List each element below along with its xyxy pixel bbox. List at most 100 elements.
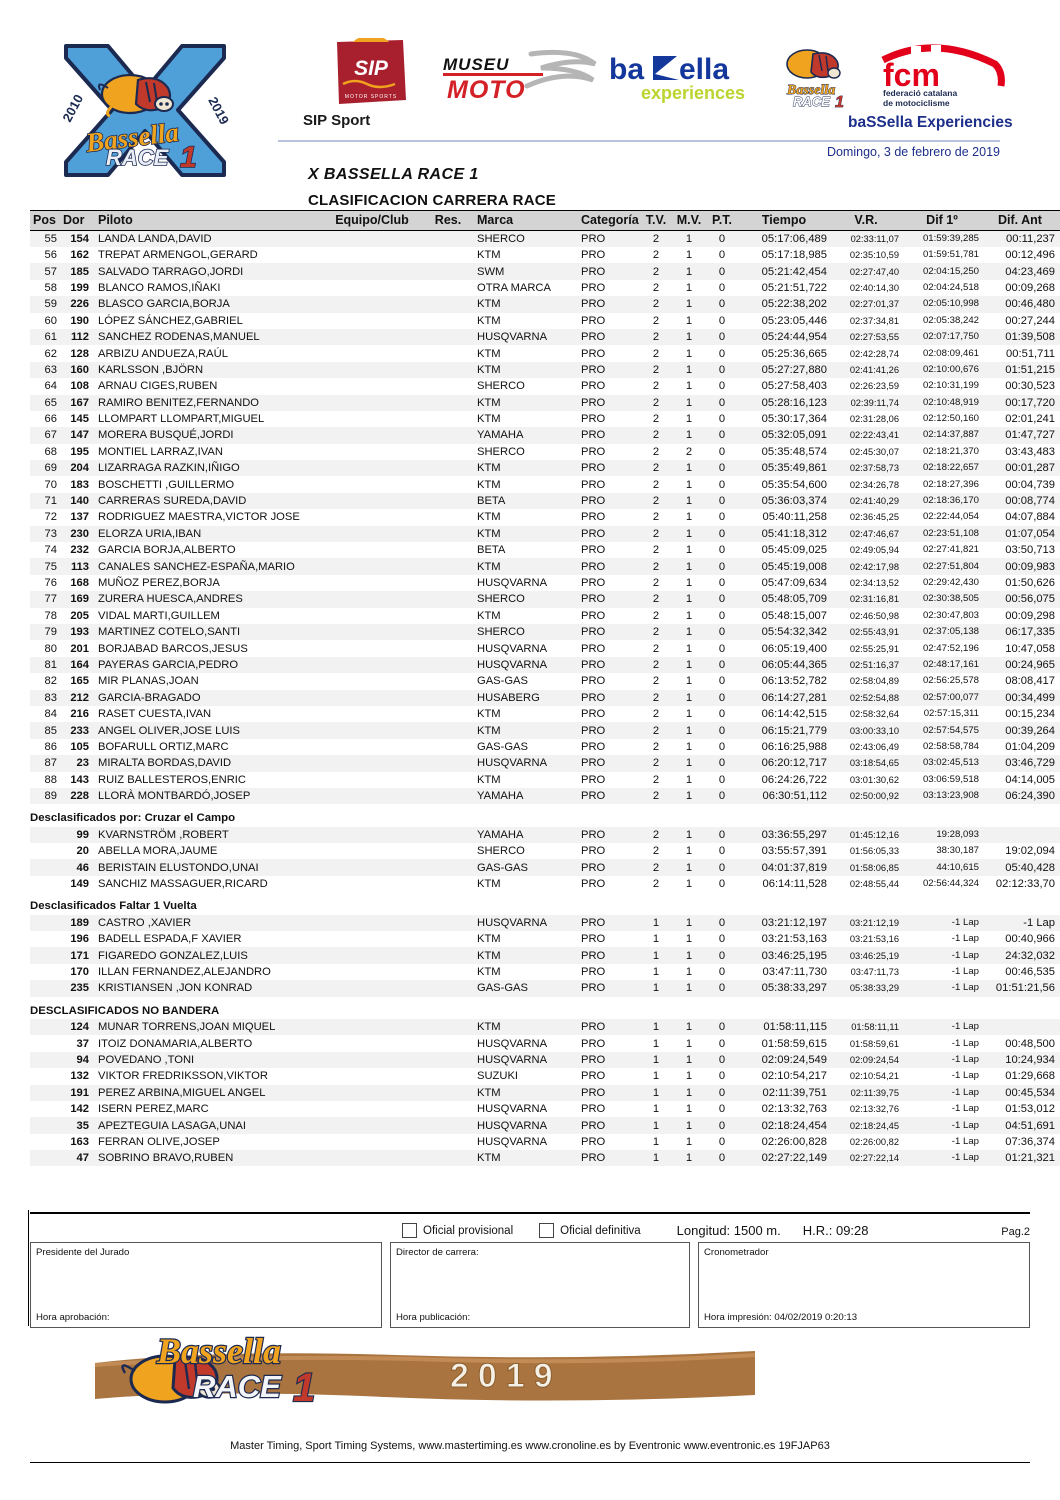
table-row[interactable]: 70 183 BOSCHETTI ,GUILLERMO KTM PRO 2 1 0 05:35:… (30, 476, 1060, 492)
table-row[interactable]: 65 167 RAMIRO BENITEZ,FERNANDO KTM PRO 2 1 0 05:… (30, 394, 1060, 411)
table-row[interactable]: 83 212 GARCIA-BRAGADO HUSABERG PRO 2 1 0 06:14:2… (30, 689, 1060, 706)
table-row[interactable]: 62 128 ARBIZU ANDUEZA,RAÚL KTM PRO 2 1 0 05:25:3… (30, 345, 1060, 361)
table-row[interactable]: 46 BERISTAIN ELUSTONDO,UNAI GAS-GAS PRO 2 1 0 0… (30, 859, 1060, 876)
table-row[interactable]: 88 143 RUIZ BALLESTEROS,ENRIC KTM PRO 2 1 0 06:2… (30, 772, 1060, 788)
cell-vr: 02:36:45,25 (849, 512, 899, 523)
table-row[interactable]: 87 23 MIRALTA BORDAS,DAVID HUSQVARNA PRO 2 1 0 0… (30, 755, 1060, 772)
table-row[interactable]: 76 168 MUÑOZ PEREZ,BORJA HUSQVARNA PRO 2 1 0 05:… (30, 575, 1060, 591)
table-row[interactable]: 72 137 RODRIGUEZ MAESTRA,VICTOR JOSE KTM PRO… (30, 509, 1060, 525)
table-row[interactable]: 79 193 MARTINEZ COTELO,SANTI SHERCO PRO 2 1 0 05… (30, 623, 1060, 641)
table-row[interactable]: 69 204 LIZARRAGA RAZKIN,IÑIGO KTM PRO 2 1 0 05:3… (30, 460, 1060, 477)
cell-difant: 00:48,500 (1005, 1037, 1055, 1050)
logo-year-right: 2019 (205, 94, 232, 127)
table-row[interactable]: 132 VIKTOR FREDRIKSSON,VIKTOR SUZUKI PRO 1 1 0… (30, 1068, 1060, 1084)
event-title: X BASSELLA RACE 1 (308, 166, 479, 183)
table-row[interactable]: 99 KVARNSTRÖM ,ROBERT YAMAHA PRO 2 1 0 03:36:55… (30, 826, 1060, 844)
table-row[interactable]: 59 226 BLASCO GARCIA,BORJA KTM PRO 2 1 0 05:22:3… (30, 296, 1060, 313)
table-row[interactable]: 170 ILLAN FERNANDEZ,ALEJANDRO KTM PRO 1 1 0 03:… (30, 964, 1060, 980)
table-row[interactable]: 191 PEREZ ARBINA,MIGUEL ANGEL KTM PRO 1 1 0 02:… (30, 1084, 1060, 1101)
col-piloto: Piloto (92, 210, 322, 231)
cell-equipo (322, 1068, 422, 1084)
cell-difant: 03:46,729 (982, 755, 1058, 772)
table-row[interactable]: 35 APEZTEGUIA LASAGA,UNAI HUSQVARNA PRO 1 1 0 0… (30, 1117, 1060, 1134)
group-header-row: DESCLASIFICADOS NO BANDERA (30, 1002, 1060, 1019)
table-row[interactable]: 86 105 BOFARULL ORTIZ,MARC GAS-GAS PRO 2 1 0 06:… (30, 739, 1060, 755)
table-row[interactable]: 47 SOBRINO BRAVO,RUBEN KTM PRO 1 1 0 02:27:22,1… (30, 1150, 1060, 1167)
table-row[interactable]: 56 162 TREPAT ARMENGOL,GERARD KTM PRO 2 1 0 05:1… (30, 247, 1060, 263)
table-row[interactable]: 82 165 MIR PLANAS,JOAN GAS-GAS PRO 2 1 0 06:13:5… (30, 673, 1060, 689)
cell-cat: PRO (581, 544, 606, 557)
table-row[interactable]: 84 216 RASET CUESTA,IVAN KTM PRO 2 1 0 06:14:42,… (30, 706, 1060, 722)
table-row[interactable]: 75 113 CANALES SANCHEZ-ESPAÑA,MARIO KTM PRO 2… (30, 558, 1060, 575)
table-row[interactable]: 89 228 LLORÀ MONTBARDÓ,JOSEP YAMAHA PRO 2 1 0 06… (30, 787, 1060, 805)
table-row[interactable]: 63 160 KARLSSON ,BJÖRN KTM PRO 2 1 0 05:27:27,88… (30, 361, 1060, 379)
cell-mv: 1 (685, 478, 693, 491)
cell-equipo (322, 296, 422, 313)
cell-equipo (322, 575, 422, 591)
table-row[interactable]: 149 SANCHIZ MASSAGUER,RICARD KTM PRO 2 1 0 06:1… (30, 876, 1060, 892)
table-row[interactable]: 68 195 MONTIEL LARRAZ,IVAN SHERCO PRO 2 2 0 05:3… (30, 444, 1060, 460)
table-row[interactable]: 94 POVEDANO ,TONI HUSQVARNA PRO 1 1 0 02:09:24,… (30, 1051, 1060, 1069)
cell-tiempo: 03:36:55,297 (738, 826, 830, 844)
cell-marca: SHERCO (474, 623, 578, 641)
table-row[interactable]: 20 ABELLA MORA,JAUME SHERCO PRO 2 1 0 03:55:57,… (30, 843, 1060, 859)
table-row[interactable]: 55 154 LANDA LANDA,DAVID SHERCO PRO 2 1 0 05:17:… (30, 230, 1060, 247)
cell-tv: 2 (652, 675, 660, 688)
cell-mv: 1 (672, 755, 706, 772)
cell-tv: 2 (652, 845, 660, 858)
cell-tv: 2 (640, 328, 672, 346)
table-row[interactable]: 57 185 SALVADO TARRAGO,JORDI SWM PRO 2 1 0 05:21… (30, 263, 1060, 280)
table-row[interactable]: 78 205 VIDAL MARTI,GUILLEM KTM PRO 2 1 0 05:48:1… (30, 608, 1060, 624)
cell-dif1: -1 Lap (902, 1051, 982, 1069)
cell-mv: 1 (672, 1117, 706, 1134)
table-row[interactable]: 37 ITOIZ DONAMARIA,ALBERTO HUSQVARNA PRO 1 1 0… (30, 1035, 1060, 1051)
cell-difant: 04:51,691 (982, 1117, 1058, 1134)
cell-tv: 1 (640, 1051, 672, 1069)
cell-marca: HUSQVARNA (474, 914, 578, 932)
cell-marca: KTM (477, 609, 501, 622)
table-row[interactable]: 64 108 ARNAU CIGES,RUBEN SHERCO PRO 2 1 0 05:27:… (30, 378, 1060, 394)
table-row[interactable]: 73 230 ELORZA URIA,IBAN KTM PRO 2 1 0 05:41:18,3… (30, 525, 1060, 543)
table-row[interactable]: 67 147 MORERA BUSQUÉ,JORDI YAMAHA PRO 2 1 0 05:3… (30, 427, 1060, 444)
table-row[interactable]: 66 145 LLOMPART LLOMPART,MIGUEL KTM PRO 2 1 0 05… (30, 411, 1060, 427)
oficial-provisional-group[interactable]: Oficial provisional (402, 1223, 513, 1238)
table-row[interactable]: 77 169 ZURERA HUESCA,ANDRES SHERCO PRO 2 1 0 05:… (30, 591, 1060, 608)
cell-vr: 02:46:50,98 (849, 610, 899, 621)
table-row[interactable]: 171 FIGAREDO GONZALEZ,LUIS KTM PRO 1 1 0 03:46:… (30, 947, 1060, 964)
table-row[interactable]: 124 MUNAR TORRENS,JOAN MIQUEL KTM PRO 1 1 0 01:… (30, 1018, 1060, 1036)
table-row[interactable]: 58 199 BLANCO RAMOS,IÑAKI OTRA MARCA PRO 2 1 0 0… (30, 280, 1060, 296)
table-row[interactable]: 142 ISERN PEREZ,MARC HUSQVARNA PRO 1 1 0 02:13:… (30, 1101, 1060, 1117)
cell-cat: PRO (578, 722, 640, 739)
cell-tiempo: 05:45:19,008 (738, 558, 830, 575)
cell-tv: 2 (652, 577, 660, 589)
cell-res (422, 1035, 474, 1051)
table-row[interactable]: 81 164 PAYERAS GARCIA,PEDRO HUSQVARNA PRO 2 1 0… (30, 656, 1060, 674)
cell-pt: 0 (706, 1018, 738, 1036)
cell-mv: 1 (685, 347, 693, 360)
cell-tiempo: 02:27:22,149 (738, 1150, 830, 1167)
cell-marca: SWM (474, 263, 578, 280)
cell-dor: 201 (70, 642, 89, 655)
table-row[interactable]: 235 KRISTIANSEN ,JON KONRAD GAS-GAS PRO 1 1 0 0… (30, 980, 1060, 997)
dirt-strip (95, 1351, 755, 1401)
table-row[interactable]: 80 201 BORJABAD BARCOS,JESUS HUSQVARNA PRO 2 1… (30, 640, 1060, 656)
oficial-definitiva-checkbox[interactable] (539, 1223, 555, 1238)
cell-res (422, 591, 474, 608)
cell-kmh (1058, 525, 1060, 543)
banner-word-bassella: Bassella (156, 1331, 281, 1371)
oficial-provisional-checkbox[interactable] (402, 1223, 417, 1238)
table-row[interactable]: 71 140 CARRERAS SUREDA,DAVID BETA PRO 2 1 0 05:3… (30, 492, 1060, 510)
table-row[interactable]: 60 190 LÓPEZ SÁNCHEZ,GABRIEL KTM PRO 2 1 0 05:23… (30, 313, 1060, 329)
table-row[interactable]: 196 BADELL ESPADA,F XAVIER KTM PRO 1 1 0 03:21:… (30, 931, 1060, 947)
oficial-definitiva-group[interactable]: Oficial definitiva (539, 1223, 641, 1238)
cell-pos (30, 931, 60, 947)
table-row[interactable]: 163 FERRAN OLIVE,JOSEP HUSQVARNA PRO 1 1 0 02:2… (30, 1134, 1060, 1150)
table-row[interactable]: 85 233 ANGEL OLIVER,JOSE LUIS KTM PRO 2 1 0 06:1… (30, 722, 1060, 739)
cell-difant: 00:12,496 (1005, 249, 1055, 262)
cell-kmh (1058, 492, 1060, 510)
cell-difant: 00:11,237 (982, 230, 1058, 247)
table-row[interactable]: 61 112 SANCHEZ RODENAS,MANUEL HUSQVARNA PRO 2… (30, 328, 1060, 346)
table-row[interactable]: 189 CASTRO ,XAVIER HUSQVARNA PRO 1 1 0 03:21:12… (30, 914, 1060, 932)
cell-mv: 2 (685, 445, 693, 458)
table-row[interactable]: 74 232 GARCIA BORJA,ALBERTO BETA PRO 2 1 0 05:45… (30, 542, 1060, 558)
